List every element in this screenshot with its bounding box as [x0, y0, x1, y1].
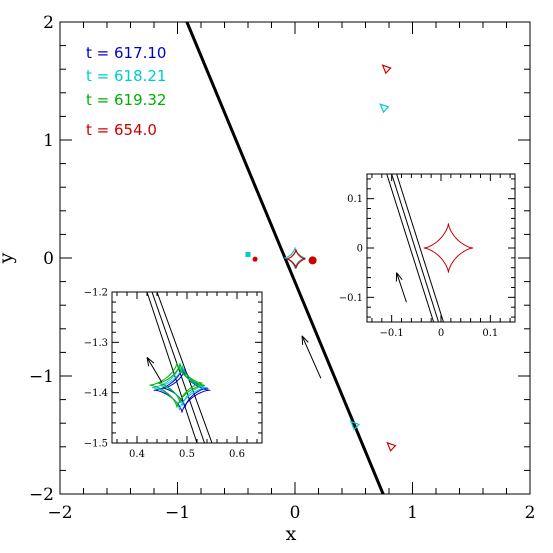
inset-left-x-tick-label: 0.4: [129, 449, 145, 460]
inset-left-y-tick-label: −1.4: [84, 388, 108, 399]
inset-left-caustic-inner-2: [157, 363, 203, 404]
caustic-mark-6: [386, 441, 397, 452]
inset-right-caustic: [423, 223, 474, 273]
inset-right-y-tick-label: −0.1: [339, 293, 363, 304]
legend-entry-1: t = 617.10: [86, 44, 166, 62]
main-y-tick-label: 0: [43, 249, 54, 269]
legend-entry-3: t = 619.32: [86, 91, 166, 109]
main-y-tick-label: −1: [29, 367, 54, 387]
main-x-tick-label: −1: [165, 503, 190, 523]
caustic-mark-4: [379, 103, 390, 114]
main-x-tick-label: 1: [407, 503, 418, 523]
caustic-mark-2: [308, 256, 317, 265]
inset-left-y-tick-label: −1.3: [84, 338, 108, 349]
main-y-tick-label: 2: [43, 13, 54, 33]
inset-left-track-2: [156, 292, 213, 443]
main-x-tick-label: 2: [525, 503, 536, 523]
inset-right-arrow-shaft: [396, 272, 407, 303]
inset-right-x-tick-label: −0.1: [380, 328, 404, 339]
inset-right-y-tick-label: 0.1: [347, 194, 363, 205]
legend-entry-2: t = 618.21: [86, 67, 166, 85]
inset-left-x-tick-label: 0.6: [229, 449, 245, 460]
central-caustic-red: [286, 249, 306, 269]
inset-left-track-0: [146, 292, 198, 443]
inset-left-frame: [111, 291, 263, 444]
direction-arrow-shaft: [301, 335, 322, 379]
inset-right-x-tick-label: 0: [438, 328, 444, 339]
y-axis-label: y: [0, 252, 17, 264]
inset-right-content: [386, 174, 474, 322]
inset-left-x-tick-label: 0.5: [179, 449, 195, 460]
inset-right: −0.1 0 0.1 0.1 0 −0.1: [339, 173, 516, 339]
main-x-tick-label: −2: [47, 503, 72, 523]
caustic-mark-1: [252, 256, 258, 262]
legend-entry-4: t = 654.0: [86, 121, 157, 139]
caustic-mark-0: [245, 251, 251, 257]
inset-right-frame: [366, 173, 516, 323]
direction-arrow-head: [301, 335, 309, 345]
inset-right-track-0: [386, 174, 435, 322]
main-plot: −2 −1 0 1 2 −2 −1 0 1 2 −0.1 0 0.1 0.1 0 −0.1 0.4 0.5 0.6 −…: [29, 13, 535, 523]
caustic-mark-3: [381, 64, 392, 75]
legend: t = 617.10 t = 618.21 t = 619.32 t = 654…: [86, 44, 166, 139]
inset-left-y-tick-label: −1.5: [84, 439, 108, 450]
inset-left-arrow-shaft: [146, 357, 163, 383]
inset-right-track-1: [391, 174, 440, 322]
caustic-mark-5: [349, 420, 360, 431]
main-y-tick-label: −2: [29, 485, 54, 505]
inset-left-arrow-head: [146, 357, 155, 367]
inset-left: 0.4 0.5 0.6 −1.2 −1.3 −1.4 −1.5: [84, 288, 263, 460]
x-axis-label: x: [286, 523, 297, 545]
inset-left-y-tick-label: −1.2: [84, 288, 108, 299]
inset-right-track-2: [396, 174, 444, 322]
main-y-tick-label: 1: [43, 131, 54, 151]
main-x-tick-label: 0: [290, 503, 301, 523]
inset-right-arrow-head: [395, 272, 403, 282]
inset-left-content: [146, 292, 213, 443]
inset-right-x-tick-label: 0.1: [482, 328, 498, 339]
inset-right-y-tick-label: 0: [357, 244, 363, 255]
